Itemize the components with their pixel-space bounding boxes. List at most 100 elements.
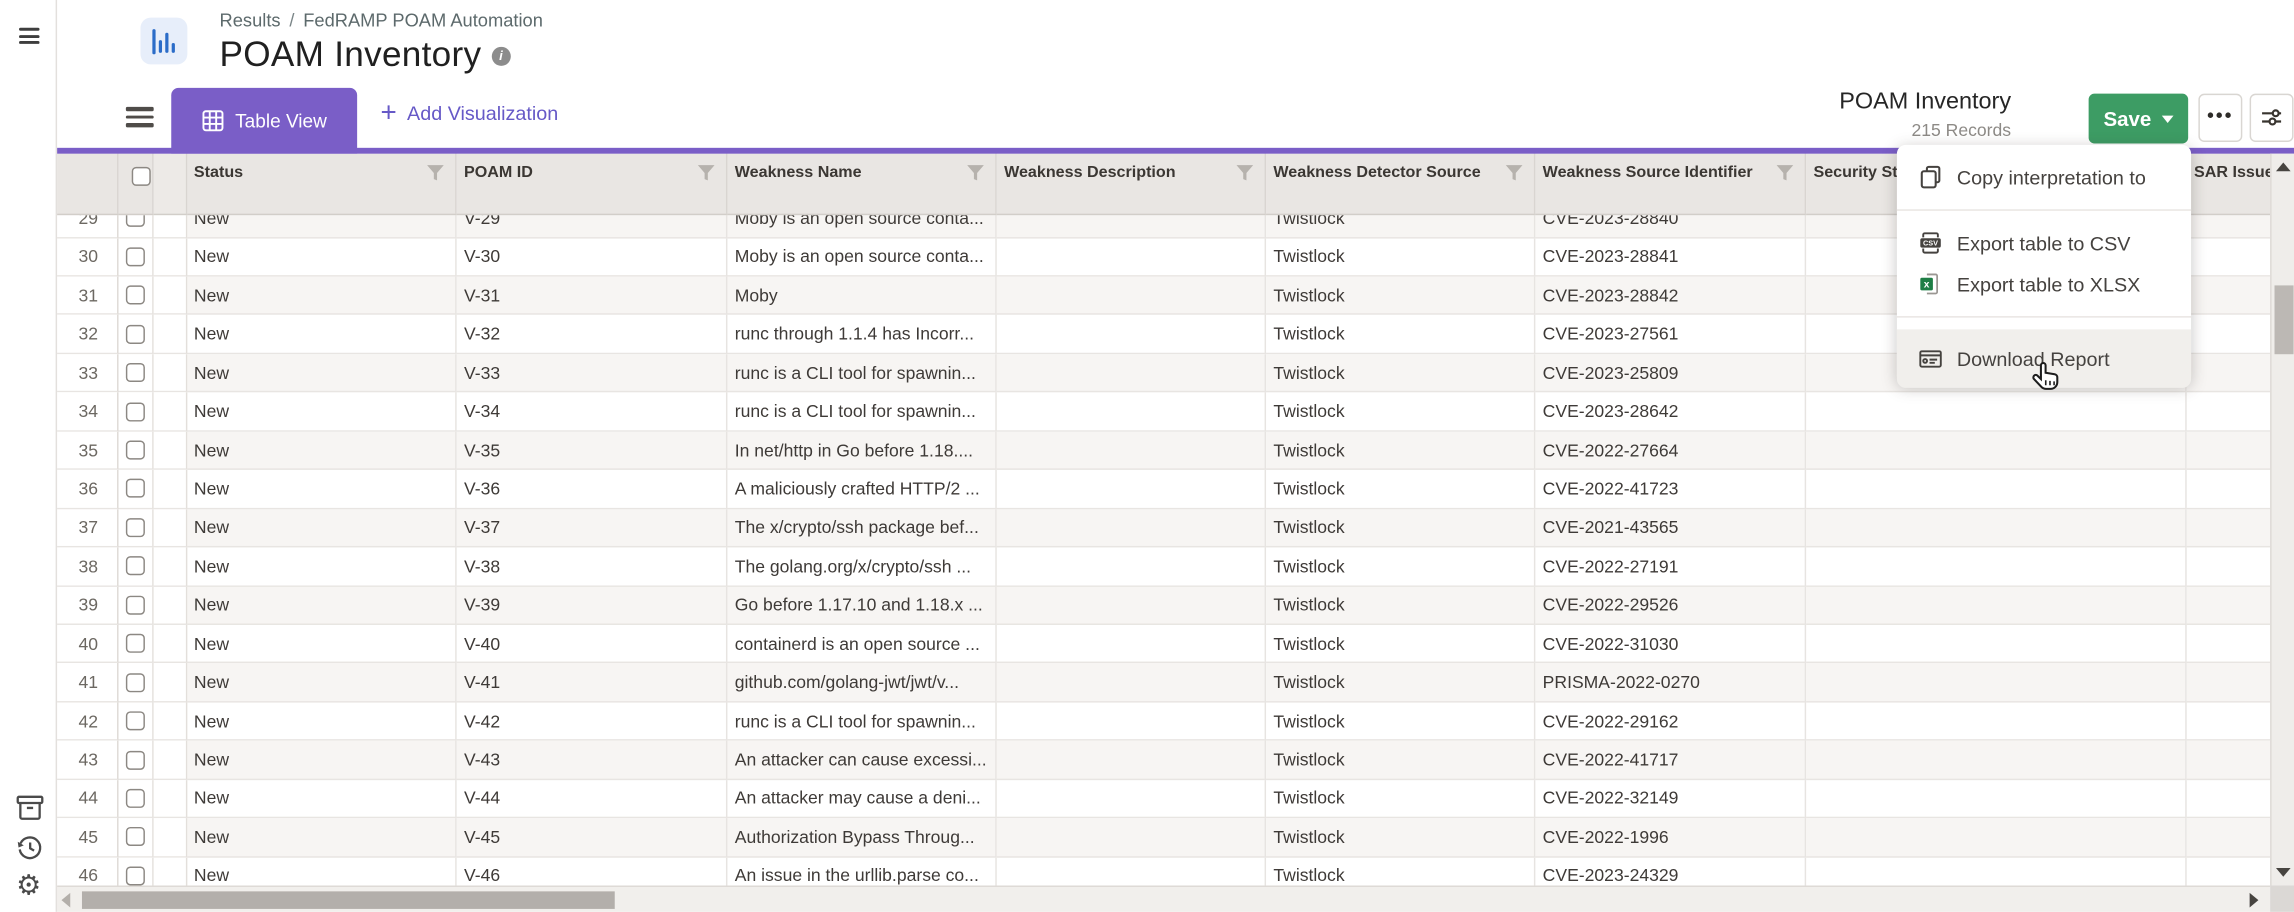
cell-security_status[interactable] — [1806, 818, 2187, 858]
cell-identifier[interactable]: CVE-2023-28842 — [1535, 276, 1807, 316]
cell-poam_id[interactable]: V-30 — [456, 237, 728, 277]
horizontal-scrollbar[interactable] — [55, 885, 2271, 912]
cell-detector[interactable]: Twistlock — [1266, 392, 1536, 432]
scroll-right-icon[interactable] — [2249, 892, 2259, 908]
row-number[interactable]: 33 — [55, 354, 119, 393]
cell-weakness_name[interactable]: An issue in the urllib.parse co... — [727, 857, 997, 886]
cell-detector[interactable]: Twistlock — [1266, 779, 1536, 819]
cell-identifier[interactable]: PRISMA-2022-0270 — [1535, 663, 1807, 703]
cell-detector[interactable]: Twistlock — [1266, 818, 1536, 858]
row-number[interactable]: 42 — [55, 702, 119, 742]
cell-security_status[interactable] — [1806, 624, 2187, 664]
cell-weakness_name[interactable]: Go before 1.17.10 and 1.18.x ... — [727, 586, 997, 625]
cell-weakness_name[interactable]: An attacker may cause a deni... — [727, 779, 997, 819]
cell-detector[interactable]: Twistlock — [1266, 508, 1536, 548]
info-icon[interactable]: i — [491, 46, 511, 66]
cell-status[interactable]: New — [187, 857, 457, 886]
cell-weakness_name[interactable]: The x/crypto/ssh package bef... — [727, 508, 997, 548]
cell-detector[interactable]: Twistlock — [1266, 741, 1536, 780]
cell-weakness_name[interactable]: In net/http in Go before 1.18.... — [727, 431, 997, 471]
cell-weakness_name[interactable]: Authorization Bypass Throug... — [727, 818, 997, 858]
app-menu-icon[interactable] — [19, 27, 40, 44]
cell-identifier[interactable]: CVE-2023-25809 — [1535, 354, 1807, 393]
cell-weakness_description[interactable] — [996, 508, 1267, 548]
column-header-status[interactable]: Status — [186, 152, 457, 216]
cell-weakness_name[interactable]: containerd is an open source ... — [727, 624, 997, 664]
cell-poam_id[interactable]: V-35 — [456, 431, 728, 471]
menu-item-export-table-to-xlsx[interactable]: x Export table to XLSX — [1897, 263, 2191, 304]
cell-identifier[interactable]: CVE-2023-28642 — [1535, 392, 1807, 432]
row-select-cell[interactable] — [118, 547, 154, 587]
row-number[interactable]: 31 — [55, 276, 119, 316]
cell-identifier[interactable]: CVE-2023-27561 — [1535, 315, 1807, 355]
cell-weakness_description[interactable] — [996, 431, 1267, 471]
breadcrumb-section[interactable]: Results — [219, 10, 281, 31]
row-checkbox[interactable] — [125, 247, 145, 267]
cell-security_status[interactable] — [1806, 470, 2187, 509]
cell-identifier[interactable]: CVE-2022-41717 — [1535, 741, 1807, 780]
vertical-scrollbar-thumb[interactable] — [2274, 284, 2294, 354]
cell-detector[interactable]: Twistlock — [1266, 470, 1536, 509]
row-number[interactable]: 45 — [55, 818, 119, 858]
filter-funnel-icon[interactable] — [426, 163, 445, 181]
cell-weakness_description[interactable] — [996, 586, 1267, 625]
menu-item-download-report[interactable]: Download Report — [1896, 329, 2192, 388]
row-checkbox[interactable] — [125, 324, 145, 344]
cell-status[interactable]: New — [186, 392, 457, 432]
cell-poam_id[interactable]: V-31 — [456, 276, 728, 316]
cell-weakness_description[interactable] — [996, 315, 1267, 355]
history-icon[interactable] — [16, 834, 44, 862]
row-number[interactable]: 32 — [55, 315, 119, 355]
row-checkbox[interactable] — [125, 215, 145, 228]
cell-identifier[interactable]: CVE-2022-27664 — [1535, 431, 1807, 471]
row-select-cell[interactable] — [118, 702, 154, 742]
cell-poam_id[interactable]: V-39 — [456, 586, 728, 625]
cell-weakness_description[interactable] — [996, 276, 1267, 316]
cell-weakness_name[interactable]: runc is a CLI tool for spawnin... — [727, 702, 997, 742]
cell-security_status[interactable] — [1806, 857, 2187, 886]
cell-security_status[interactable] — [1806, 779, 2187, 819]
cell-detector[interactable]: Twistlock — [1266, 431, 1536, 471]
cell-weakness_description[interactable] — [996, 624, 1267, 664]
menu-item-export-table-to-csv[interactable]: CSV Export table to CSV — [1897, 222, 2191, 263]
cell-status[interactable]: New — [186, 779, 457, 819]
row-number[interactable]: 46 — [55, 857, 119, 886]
row-checkbox[interactable] — [125, 788, 145, 808]
cell-weakness_description[interactable] — [996, 547, 1267, 587]
cell-security_status[interactable] — [1806, 741, 2187, 780]
column-header-identifier[interactable]: Weakness Source Identifier — [1535, 152, 1807, 216]
cell-status[interactable]: New — [186, 431, 457, 471]
cell-detector[interactable]: Twistlock — [1266, 857, 1536, 886]
more-options-button[interactable]: ••• — [2198, 93, 2243, 142]
row-select-cell[interactable] — [118, 586, 154, 625]
cell-identifier[interactable]: CVE-2022-41723 — [1535, 470, 1807, 509]
row-select-cell[interactable] — [118, 276, 154, 316]
cell-weakness_name[interactable]: Moby is an open source conta... — [727, 215, 997, 238]
cell-poam_id[interactable]: V-36 — [456, 470, 728, 509]
cell-detector[interactable]: Twistlock — [1266, 276, 1536, 316]
cell-poam_id[interactable]: V-41 — [456, 663, 728, 703]
cell-poam_id[interactable]: V-32 — [456, 315, 728, 355]
cell-status[interactable]: New — [186, 586, 457, 625]
cell-poam_id[interactable]: V-46 — [457, 857, 728, 886]
cell-status[interactable]: New — [186, 624, 457, 664]
cell-detector[interactable]: Twistlock — [1266, 354, 1536, 393]
row-number[interactable]: 43 — [55, 741, 119, 780]
row-select-cell[interactable] — [118, 857, 154, 886]
cell-poam_id[interactable]: V-44 — [456, 779, 728, 819]
row-number[interactable]: 41 — [55, 663, 119, 703]
cell-poam_id[interactable]: V-37 — [456, 508, 728, 548]
filter-funnel-icon[interactable] — [697, 163, 716, 181]
app-logo[interactable] — [140, 17, 188, 65]
cell-weakness_name[interactable]: The golang.org/x/crypto/ssh ... — [727, 547, 997, 587]
row-select-cell[interactable] — [118, 392, 154, 432]
save-button[interactable]: Save — [2088, 93, 2189, 144]
cell-weakness_name[interactable]: runc through 1.1.4 has Incorr... — [727, 315, 997, 355]
cell-weakness_name[interactable]: Moby is an open source conta... — [727, 237, 997, 277]
cell-security_status[interactable] — [1806, 547, 2187, 587]
row-checkbox[interactable] — [125, 285, 145, 305]
cell-poam_id[interactable]: V-40 — [456, 624, 728, 664]
cell-status[interactable]: New — [186, 215, 457, 238]
cell-status[interactable]: New — [186, 702, 457, 742]
row-number[interactable]: 36 — [55, 470, 119, 509]
